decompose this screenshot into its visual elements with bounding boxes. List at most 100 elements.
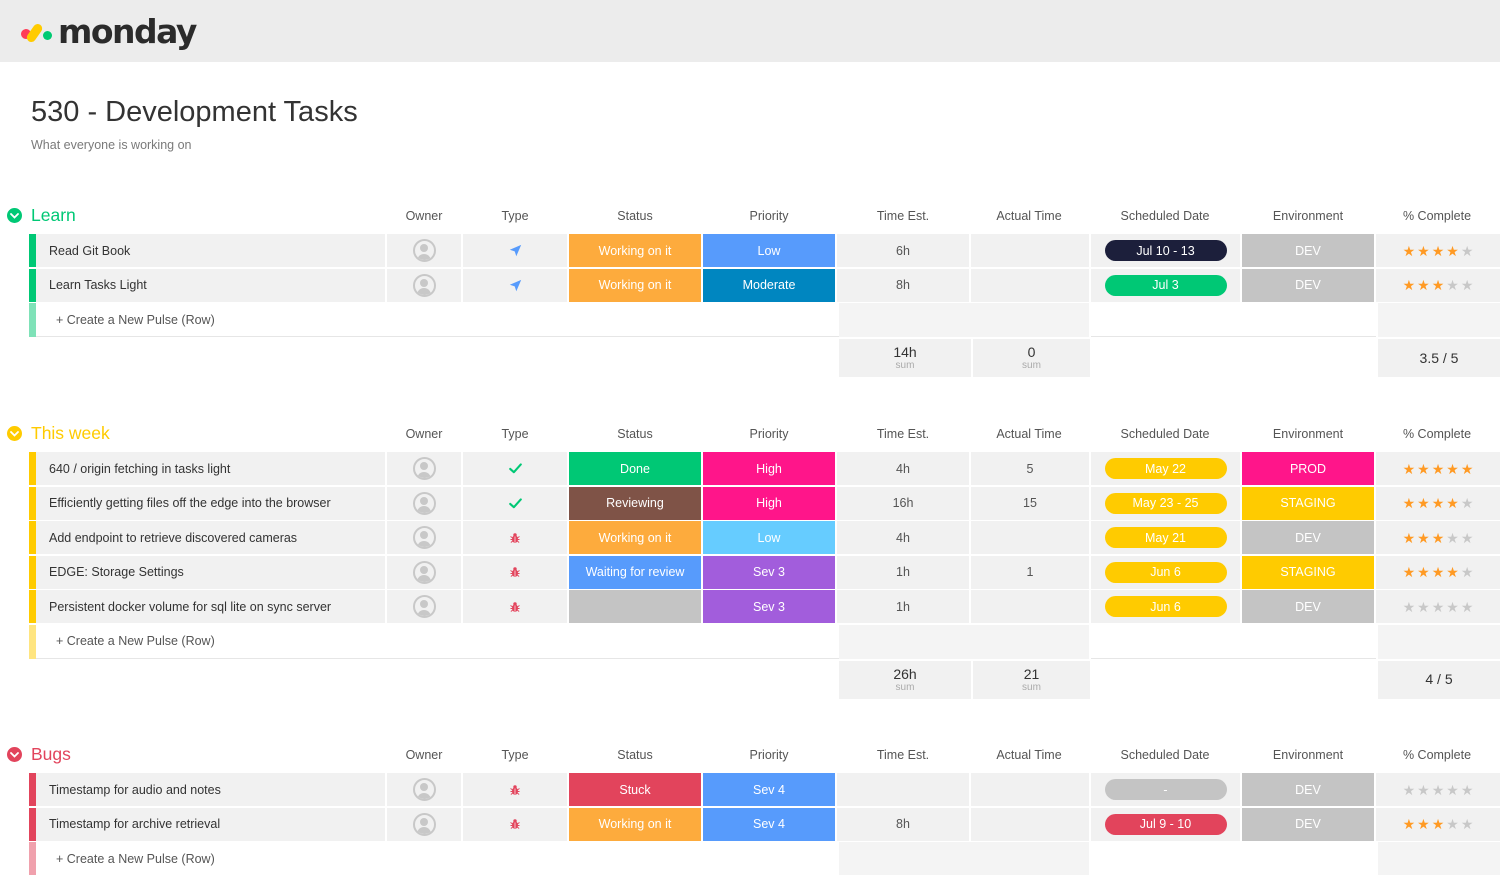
scheduled-date-cell[interactable]: Jul 9 - 10 xyxy=(1091,807,1240,841)
date-pill[interactable]: - xyxy=(1104,779,1227,800)
type-cell[interactable] xyxy=(463,590,567,623)
create-new-pulse-button[interactable]: + Create a New Pulse (Row) xyxy=(36,303,839,337)
star-icon[interactable]: ★ xyxy=(1402,277,1416,293)
status-label[interactable]: Working on it xyxy=(569,521,701,554)
star-icon[interactable]: ★ xyxy=(1417,242,1430,259)
star-icon[interactable]: ★ xyxy=(1431,564,1445,580)
pulse-name[interactable]: EDGE: Storage Settings xyxy=(36,555,385,589)
group-title[interactable]: Bugs xyxy=(31,744,71,764)
owner-cell[interactable] xyxy=(387,521,461,554)
scheduled-date-cell[interactable]: May 23 - 25 xyxy=(1091,486,1240,520)
board-title[interactable]: 530 - Development Tasks xyxy=(31,96,358,128)
star-icon[interactable]: ★ xyxy=(1402,460,1416,477)
group-title[interactable]: Learn xyxy=(31,205,76,225)
star-icon[interactable]: ★ xyxy=(1417,598,1430,615)
star-icon[interactable]: ★ xyxy=(1446,529,1459,546)
owner-cell[interactable] xyxy=(387,452,461,485)
star-icon[interactable]: ★ xyxy=(1446,242,1459,259)
column-header-time-est[interactable]: Time Est. xyxy=(876,427,930,441)
star-icon[interactable]: ★ xyxy=(1446,598,1459,615)
rating-cell[interactable]: ★ ★ ★ ★ ★ xyxy=(1376,555,1500,589)
column-header-complete[interactable]: % Complete xyxy=(1402,209,1472,223)
pulse-name[interactable]: Learn Tasks Light xyxy=(36,268,385,302)
column-header-complete[interactable]: % Complete xyxy=(1402,427,1472,441)
rating-cell[interactable]: ★ ★ ★ ★ ★ xyxy=(1376,807,1500,841)
type-cell[interactable] xyxy=(463,268,567,302)
monday-logo[interactable]: monday xyxy=(19,10,197,52)
scheduled-date-cell[interactable]: Jul 3 xyxy=(1091,268,1240,302)
collapse-group-chevron-icon[interactable] xyxy=(7,747,22,762)
star-icon[interactable]: ★ xyxy=(1417,529,1430,546)
avatar-placeholder-icon[interactable] xyxy=(412,812,436,836)
scheduled-date-cell[interactable]: - xyxy=(1091,773,1240,806)
priority-label[interactable]: Low xyxy=(703,521,835,554)
table-row[interactable]: Persistent docker volume for sql lite on… xyxy=(0,590,1500,623)
date-pill[interactable]: Jun 6 xyxy=(1104,561,1227,583)
star-icon[interactable]: ★ xyxy=(1446,564,1459,580)
status-label[interactable]: Working on it xyxy=(569,807,701,841)
star-icon[interactable]: ★ xyxy=(1431,277,1445,293)
column-header-priority[interactable]: Priority xyxy=(749,209,789,223)
column-header-time-est[interactable]: Time Est. xyxy=(876,209,930,223)
rating-cell[interactable]: ★ ★ ★ ★ ★ xyxy=(1376,268,1500,302)
time-estimate[interactable]: 6h xyxy=(837,234,969,267)
environment-label[interactable]: DEV xyxy=(1242,590,1374,623)
rating-cell[interactable]: ★ ★ ★ ★ ★ xyxy=(1376,521,1500,554)
owner-cell[interactable] xyxy=(387,234,461,267)
column-header-status[interactable]: Status xyxy=(617,427,653,441)
column-header-actual-time[interactable]: Actual Time xyxy=(996,209,1062,223)
star-icon[interactable]: ★ xyxy=(1460,460,1474,477)
rating-stars[interactable]: ★ ★ ★ ★ ★ xyxy=(1403,244,1474,258)
star-icon[interactable]: ★ xyxy=(1402,495,1416,511)
priority-label[interactable]: Moderate xyxy=(703,268,835,302)
avatar-placeholder-icon[interactable] xyxy=(412,457,436,480)
create-new-pulse-row[interactable]: + Create a New Pulse (Row) xyxy=(0,303,1500,337)
time-estimate[interactable]: 1h xyxy=(837,590,969,623)
time-estimate[interactable]: 8h xyxy=(837,807,969,841)
rating-stars[interactable]: ★ ★ ★ ★ ★ xyxy=(1403,817,1474,831)
date-pill[interactable]: May 21 xyxy=(1104,527,1227,548)
time-estimate[interactable]: 16h xyxy=(837,486,969,520)
board-description[interactable]: What everyone is working on xyxy=(31,138,192,152)
column-header-type[interactable]: Type xyxy=(501,748,529,762)
group-title[interactable]: This week xyxy=(31,423,110,443)
priority-label[interactable]: Sev 4 xyxy=(703,807,835,841)
type-cell[interactable] xyxy=(463,521,567,554)
priority-label[interactable]: High xyxy=(703,452,835,485)
status-label[interactable]: Working on it xyxy=(569,268,701,302)
star-icon[interactable]: ★ xyxy=(1402,242,1416,259)
environment-label[interactable]: PROD xyxy=(1242,452,1374,485)
actual-time[interactable] xyxy=(971,807,1089,841)
date-pill[interactable]: May 22 xyxy=(1104,458,1227,479)
star-icon[interactable]: ★ xyxy=(1460,242,1474,259)
star-icon[interactable]: ★ xyxy=(1460,598,1474,615)
create-new-pulse-row[interactable]: + Create a New Pulse (Row) xyxy=(0,842,1500,875)
column-header-priority[interactable]: Priority xyxy=(749,748,789,762)
environment-label[interactable]: DEV xyxy=(1242,807,1374,841)
table-row[interactable]: 640 / origin fetching in tasks light Done… xyxy=(0,452,1500,485)
star-icon[interactable]: ★ xyxy=(1460,816,1474,832)
time-estimate[interactable]: 4h xyxy=(837,452,969,485)
star-icon[interactable]: ★ xyxy=(1460,529,1474,546)
star-icon[interactable]: ★ xyxy=(1446,816,1459,832)
column-header-owner[interactable]: Owner xyxy=(405,209,443,223)
avatar-placeholder-icon[interactable] xyxy=(412,560,436,584)
type-cell[interactable] xyxy=(463,486,567,520)
scheduled-date-cell[interactable]: Jun 6 xyxy=(1091,555,1240,589)
avatar-placeholder-icon[interactable] xyxy=(412,526,436,549)
environment-label[interactable]: DEV xyxy=(1242,234,1374,267)
actual-time[interactable] xyxy=(971,268,1089,302)
column-header-environment[interactable]: Environment xyxy=(1272,209,1344,223)
column-header-scheduled-date[interactable]: Scheduled Date xyxy=(1120,209,1210,223)
table-row[interactable]: Efficiently getting files off the edge i… xyxy=(0,486,1500,520)
star-icon[interactable]: ★ xyxy=(1431,460,1445,477)
actual-time[interactable] xyxy=(971,521,1089,554)
column-header-status[interactable]: Status xyxy=(617,748,653,762)
environment-label[interactable]: DEV xyxy=(1242,773,1374,806)
time-estimate[interactable] xyxy=(837,773,969,806)
table-row[interactable]: Read Git Book Working on it Low 6h Jul 10 - … xyxy=(0,234,1500,267)
collapse-group-chevron-icon[interactable] xyxy=(7,208,22,223)
actual-time[interactable]: 5 xyxy=(971,452,1089,485)
create-new-pulse-button[interactable]: + Create a New Pulse (Row) xyxy=(36,842,839,875)
priority-label[interactable]: Low xyxy=(703,234,835,267)
